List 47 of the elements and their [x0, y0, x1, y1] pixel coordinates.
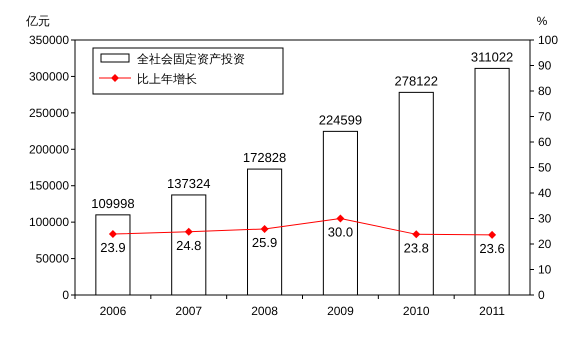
- y2-tick-label: 80: [538, 84, 552, 98]
- y2-axis-title: %: [536, 14, 548, 28]
- y2-tick-label: 10: [538, 262, 552, 276]
- data-label: 137324: [167, 176, 210, 191]
- data-label: 24.8: [176, 238, 202, 253]
- data-label: 311022: [470, 49, 514, 64]
- x-tick-label: 2008: [251, 304, 278, 318]
- y2-tick-label: 40: [538, 186, 552, 200]
- point: [412, 230, 420, 238]
- y-tick-label: 100000: [28, 215, 70, 230]
- y2-tick-label: 30: [538, 212, 552, 226]
- data-label: 23.6: [479, 240, 505, 256]
- y2-tick-label: 100: [538, 33, 558, 47]
- y-axis-title: 亿元: [25, 14, 50, 28]
- y-tick-label: 150000: [28, 178, 70, 193]
- data-label: 25.9: [252, 234, 278, 250]
- legend-label: 全社会固定资产投资: [137, 52, 245, 66]
- point: [108, 230, 117, 238]
- y-tick-label: 0: [62, 288, 70, 302]
- x-tick-label: 2009: [327, 304, 354, 318]
- data-label: 109998: [91, 196, 135, 211]
- y-tick-label: 300000: [28, 69, 70, 84]
- y2-tick-label: 0: [538, 288, 545, 302]
- x-tick-label: 2007: [175, 304, 202, 318]
- y2-tick-label: 60: [538, 135, 552, 149]
- data-label: 172828: [242, 150, 286, 166]
- data-label: 23.8: [404, 240, 429, 256]
- point: [336, 214, 344, 222]
- y-tick-label: 250000: [28, 106, 70, 120]
- point: [488, 230, 496, 239]
- y2-tick-label: 20: [538, 237, 552, 251]
- data-label: 278122: [394, 73, 438, 88]
- y2-tick-label: 90: [538, 58, 552, 72]
- data-label: 30.0: [328, 224, 354, 240]
- x-tick-label: 2011: [479, 304, 506, 318]
- y-tick-label: 350000: [28, 33, 70, 47]
- y-tick-label: 200000: [28, 142, 70, 156]
- data-label: 23.9: [100, 240, 126, 256]
- y2-tick-label: 70: [538, 110, 552, 124]
- point: [260, 224, 269, 233]
- x-tick-label: 2010: [402, 304, 430, 318]
- x-tick-label: 2006: [100, 304, 127, 318]
- point: [184, 228, 193, 236]
- data-label: 224599: [318, 112, 362, 128]
- y-tick-label: 50000: [36, 252, 70, 266]
- legend-label: 比上年增长: [137, 72, 197, 86]
- y2-tick-label: 50: [538, 160, 552, 174]
